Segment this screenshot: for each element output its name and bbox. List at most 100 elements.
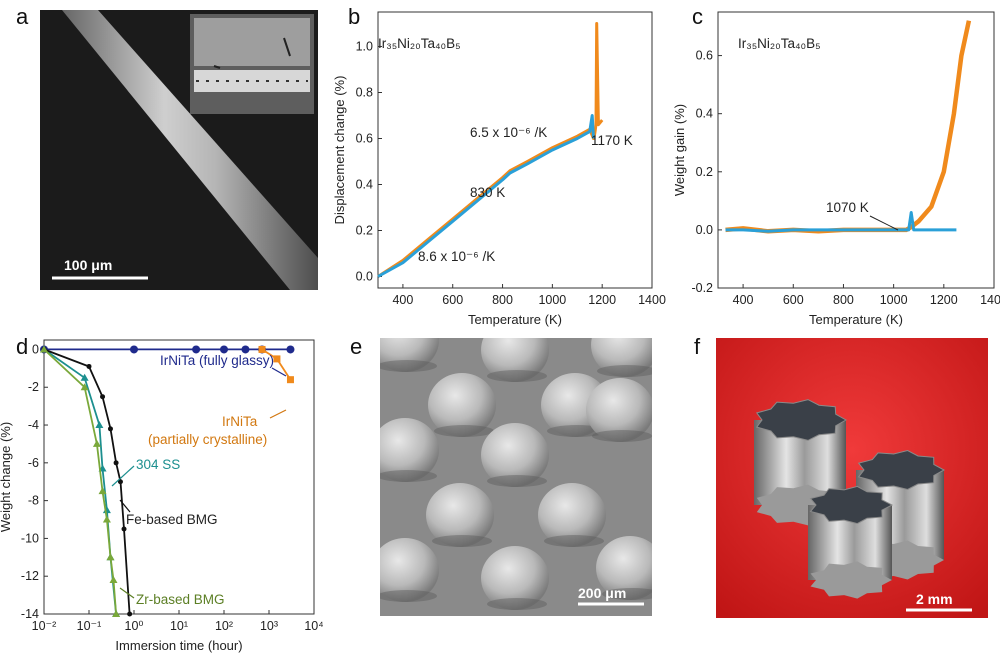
d-series-line-2 <box>43 348 117 615</box>
panel-letter-b: b <box>348 4 360 29</box>
b-xtick-label: 1200 <box>588 293 616 307</box>
d-series-point-1 <box>258 345 266 353</box>
c-ytick-label: 0.0 <box>696 223 713 237</box>
d-ytick-label: 0 <box>32 342 39 356</box>
b-ytick-label: 0.4 <box>356 178 373 192</box>
d-xtick-label: 10⁻¹ <box>77 619 102 633</box>
d-xtick-label: 10¹ <box>170 619 188 633</box>
d-ytick-label: -8 <box>28 494 39 508</box>
d-series-point-3 <box>121 526 127 532</box>
d-ytick-label: -10 <box>21 531 39 545</box>
annotation-830k: 830 K <box>470 185 505 200</box>
c-x-axis-title: Temperature (K) <box>809 312 903 327</box>
legend-304ss: 304 SS <box>136 457 180 472</box>
d-series-point-4 <box>112 610 121 617</box>
dimple <box>586 378 652 442</box>
d-xtick-label: 10³ <box>260 619 278 633</box>
d-series-point-3 <box>86 363 92 369</box>
d-series-point-4 <box>98 487 107 495</box>
c-ytick-label: -0.2 <box>691 281 713 295</box>
c-xtick-label: 1400 <box>980 293 1000 307</box>
panel-b: b Ir₃₅Ni₂₀Ta₄₀B₅ 400 600 800 1000 1200 1400 0.… <box>332 4 666 327</box>
dimple-shadow <box>487 475 547 487</box>
panel-d: d 10⁻² 10⁻¹ 10⁰ 10¹ 10² 10³ 10⁴ 0 -2 -4 -6 -8 -10 -12… <box>0 334 324 653</box>
d-series-point-0 <box>286 345 295 354</box>
b-plot-frame <box>377 11 653 289</box>
c-series-line-1 <box>725 211 957 233</box>
alloy-label-c: Ir₃₅Ni₂₀Ta₄₀B₅ <box>738 36 821 51</box>
b-ytick-label: 0.2 <box>356 224 373 238</box>
dimple-shadow <box>597 365 652 377</box>
dimple <box>380 538 439 602</box>
dimple <box>426 483 494 547</box>
dimple <box>481 546 549 610</box>
dimple-shadow <box>380 590 437 602</box>
b-y-axis-title: Displacement change (%) <box>332 76 347 225</box>
d-series-point-1 <box>286 376 294 384</box>
c-xtick-label: 600 <box>783 293 804 307</box>
b-xtick-label: 600 <box>442 293 463 307</box>
dimple <box>380 338 439 372</box>
b-xtick-label: 800 <box>492 293 513 307</box>
dimple-shadow <box>487 370 547 382</box>
d-plot-frame <box>43 339 315 615</box>
b-series-line-1 <box>377 114 595 278</box>
panel-letter-a: a <box>16 4 29 29</box>
c-xtick-label: 1200 <box>930 293 958 307</box>
c-xtick-label: 1000 <box>880 293 908 307</box>
scale-bar-label-e: 200 μm <box>578 585 626 601</box>
panel-letter-d: d <box>16 334 28 359</box>
d-series-point-0 <box>130 345 138 354</box>
d-series-point-3 <box>107 426 113 432</box>
legend-irnita-glassy: IrNiTa (fully glassy) <box>160 353 274 368</box>
d-arrow-304ss <box>111 465 135 487</box>
d-series-point-0 <box>192 345 201 354</box>
d-series-point-0 <box>220 345 228 354</box>
c-xtick-label: 800 <box>833 293 854 307</box>
b-xtick-label: 1400 <box>638 293 666 307</box>
annotation-1170k: 1170 K <box>591 133 633 148</box>
metallic-gears <box>754 399 946 599</box>
b-x-axis-title: Temperature (K) <box>468 312 562 327</box>
b-ytick-label: 0.8 <box>356 86 373 100</box>
dimple-shadow <box>602 588 652 600</box>
d-series-point-4 <box>102 515 111 523</box>
gear-front-top <box>809 485 894 525</box>
c-plot-frame <box>717 11 995 289</box>
d-arrow-zr <box>119 587 135 599</box>
d-y-axis-title: Weight change (%) <box>0 422 13 532</box>
scale-bar-label-f: 2 mm <box>916 591 953 607</box>
dimple-shadow <box>544 535 604 547</box>
d-ytick-label: -6 <box>28 456 39 470</box>
dimple-shadow <box>487 598 547 610</box>
d-series-point-4 <box>109 575 118 583</box>
dimple-shadow <box>380 360 437 372</box>
gear-right-top <box>857 449 946 491</box>
dimple-shadow <box>432 535 492 547</box>
legend-fe-bmg: Fe-based BMG <box>126 512 218 527</box>
b-xtick-label: 1000 <box>538 293 566 307</box>
d-x-axis-title: Immersion time (hour) <box>115 638 242 653</box>
dimple-shadow <box>434 425 494 437</box>
b-ytick-label: 1.0 <box>356 40 373 54</box>
dimple-array <box>380 338 652 610</box>
dimple <box>538 483 606 547</box>
d-series-point-3 <box>100 394 106 400</box>
d-ytick-label: -2 <box>28 380 39 394</box>
d-ytick-label: -12 <box>21 569 39 583</box>
scale-bar-label-a: 100 μm <box>64 257 112 273</box>
d-series-line-3 <box>43 348 131 615</box>
plot-d: 10⁻² 10⁻¹ 10⁰ 10¹ 10² 10³ 10⁴ 0 -2 -4 -6 -8 -10 -12 -1… <box>0 339 324 653</box>
legend-zr-bmg: Zr-based BMG <box>136 592 225 607</box>
panel-c: c Ir₃₅Ni₂₀Ta₄₀B₅ 400 600 800 1000 1200 1400 -0… <box>672 4 1000 327</box>
dimple <box>481 423 549 487</box>
dimple <box>481 338 549 382</box>
c-ytick-label: 0.2 <box>696 165 713 179</box>
gear-front-bottom <box>810 561 892 599</box>
d-arrow-fe <box>119 499 131 513</box>
legend-irnita-crystalline-sub: (partially crystalline) <box>148 432 267 447</box>
panel-letter-c: c <box>692 4 703 29</box>
dimple <box>591 338 652 377</box>
d-series-point-3 <box>127 611 133 617</box>
